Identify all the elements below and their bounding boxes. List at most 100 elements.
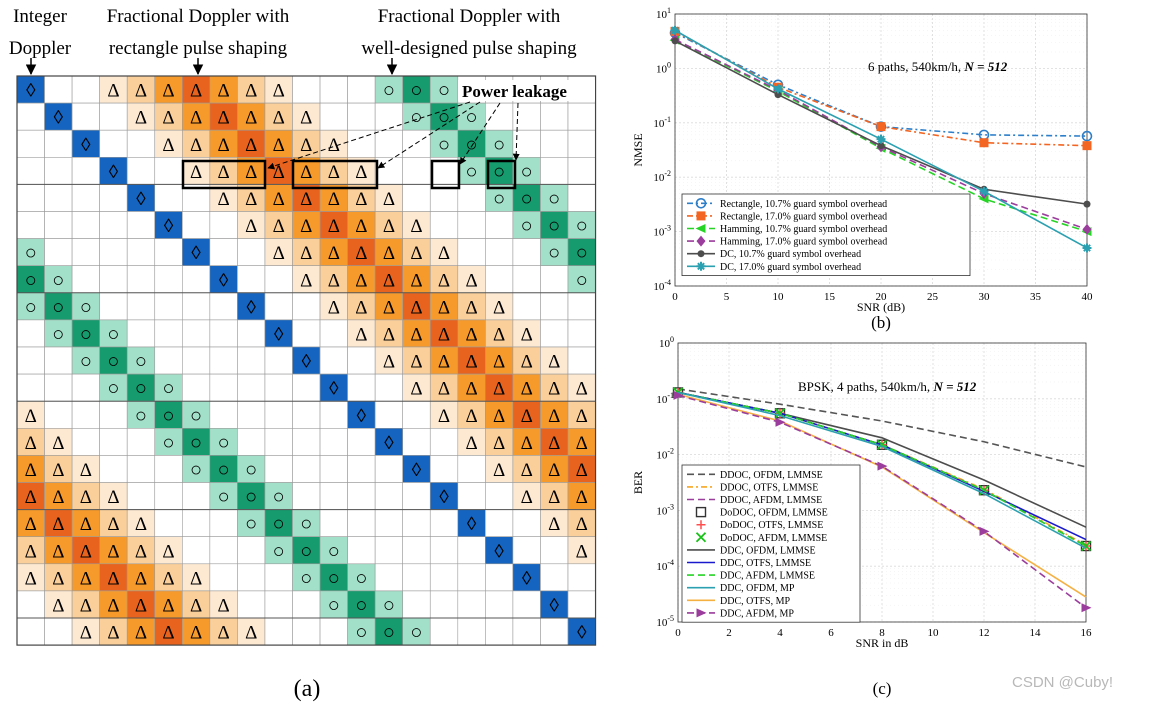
grid-cell-triangle	[209, 102, 238, 131]
grid-symbol-circle: ○	[218, 486, 230, 508]
chart-annotation: 6 paths, 540km/h, N = 512	[868, 59, 1008, 74]
grid-cell-circle	[126, 400, 156, 429]
grid-symbol-triangle: Δ	[465, 352, 477, 373]
grid-symbol-triangle: Δ	[190, 162, 202, 183]
x-axis-label: SNR (dB)	[857, 300, 905, 314]
grid-cell-circle	[402, 75, 431, 104]
grid-symbol-triangle: Δ	[438, 297, 450, 318]
grid-cell-empty	[429, 563, 459, 592]
grid-cell-empty	[209, 238, 238, 267]
marker-triangle-left	[695, 224, 706, 233]
grid-cell-empty	[182, 211, 211, 239]
grid-symbol-triangle: Δ	[438, 324, 450, 345]
grid-symbol-triangle: Δ	[493, 352, 505, 373]
grid-symbol-diamond: ◊	[494, 541, 504, 562]
grid-cell-empty	[402, 427, 431, 456]
grid-symbol-triangle: Δ	[300, 135, 312, 156]
legend-label: DoDOC, OFDM, LMMSE	[720, 508, 828, 519]
grid-cell-triangle	[182, 129, 211, 158]
grid-symbol-triangle: Δ	[273, 81, 285, 102]
grid-cell-triangle	[126, 590, 156, 619]
grid-symbol-circle: ○	[521, 188, 533, 210]
grid-cell-empty	[402, 590, 431, 619]
grid-symbol-circle: ○	[25, 296, 37, 318]
grid-cell-diamond	[264, 319, 293, 348]
grid-cell-empty	[429, 617, 459, 646]
grid-cell-triangle	[567, 482, 596, 510]
grid-symbol-circle: ○	[52, 296, 64, 318]
nmse-chart: 0 5 10 15 20 25 30 35 40 10-4 10-3 10-2 10-1 100 101 6 …	[631, 6, 1093, 332]
legend-label: DDC, AFDM, MP	[720, 608, 794, 619]
grid-symbol-triangle: Δ	[218, 623, 230, 644]
grid-symbol-triangle: Δ	[493, 379, 505, 400]
grid-cell-triangle	[457, 427, 486, 456]
grid-symbol-triangle: Δ	[135, 541, 147, 562]
grid-cell-triangle	[512, 346, 541, 375]
grid-cell-empty	[237, 265, 266, 294]
grid-symbol-triangle: Δ	[576, 460, 588, 481]
grid-cell-empty	[16, 346, 45, 375]
grid-cell-empty	[182, 265, 211, 294]
grid-symbol-triangle: Δ	[52, 541, 64, 562]
series-line	[677, 391, 1087, 547]
y-axis-label: BER	[631, 471, 645, 494]
grid-cell-triangle	[347, 265, 376, 294]
grid-symbol-triangle: Δ	[383, 189, 395, 210]
watermark: CSDN @Cuby!	[1012, 674, 1114, 691]
grid-cell-circle	[99, 319, 128, 348]
grid-symbol-triangle: Δ	[245, 623, 257, 644]
grid-symbol-triangle: Δ	[218, 162, 230, 183]
grid-cell-empty	[457, 617, 486, 646]
grid-cell-triangle	[374, 265, 403, 294]
grid-cell-empty	[154, 184, 183, 212]
grid-cell-empty	[209, 536, 238, 565]
grid-cell-empty	[540, 265, 569, 294]
grid-symbol-triangle: Δ	[273, 216, 285, 237]
y-tick-label: 10-5	[656, 614, 674, 629]
grid-symbol-diamond: ◊	[384, 433, 394, 454]
header-rect-line2: rectangle pulse shaping	[108, 38, 288, 59]
grid-symbol-triangle: Δ	[273, 243, 285, 264]
legend-label: DDOC, AFDM, LMMSE	[720, 495, 822, 506]
grid-cell-empty	[292, 455, 321, 483]
grid-symbol-circle: ○	[548, 215, 560, 237]
legend-item: DDC, OFDM, MP	[687, 583, 795, 594]
grid-cell-empty	[319, 102, 348, 131]
grid-symbol-circle: ○	[493, 134, 505, 156]
grid-cell-empty	[457, 211, 486, 239]
grid-cell-empty	[347, 427, 376, 456]
grid-cell-empty	[485, 211, 514, 239]
legend-item: Hamming, 10.7% guard symbol overhead	[687, 224, 887, 235]
grid-symbol-circle: ○	[355, 594, 367, 616]
grid-symbol-triangle: Δ	[300, 108, 312, 129]
grid-symbol-diamond: ◊	[136, 189, 146, 210]
grid-cell-empty	[347, 509, 376, 538]
grid-symbol-circle: ○	[493, 188, 505, 210]
grid-cell-empty	[264, 292, 293, 321]
marker-triangle-right	[696, 608, 707, 618]
grid-symbol-triangle: Δ	[25, 514, 37, 535]
grid-symbol-triangle: Δ	[548, 433, 560, 454]
grid-cell-empty	[319, 319, 348, 348]
grid-cell-empty	[319, 509, 348, 538]
grid-cell-empty	[182, 346, 211, 375]
grid-symbol-triangle: Δ	[410, 270, 422, 291]
grid-cell-empty	[71, 400, 100, 429]
grid-symbol-triangle: Δ	[162, 541, 174, 562]
grid-symbol-circle: ○	[383, 622, 395, 644]
grid-cell-triangle	[567, 536, 596, 565]
grid-symbol-triangle: Δ	[355, 297, 367, 318]
grid-symbol-circle: ○	[25, 242, 37, 264]
grid-symbol-triangle: Δ	[80, 460, 92, 481]
grid-cell-triangle	[402, 373, 431, 402]
grid-symbol-triangle: Δ	[80, 541, 92, 562]
grid-symbol-circle: ○	[107, 351, 119, 373]
grid-cell-empty	[154, 346, 183, 375]
marker-triangle-right	[979, 526, 990, 536]
grid-cell-triangle	[402, 238, 431, 267]
grid-symbol-triangle: Δ	[328, 216, 340, 237]
grid-cell-empty	[457, 590, 486, 619]
grid-cell-empty	[567, 292, 596, 321]
grid-cell-triangle	[567, 455, 596, 483]
grid-border	[16, 75, 597, 646]
